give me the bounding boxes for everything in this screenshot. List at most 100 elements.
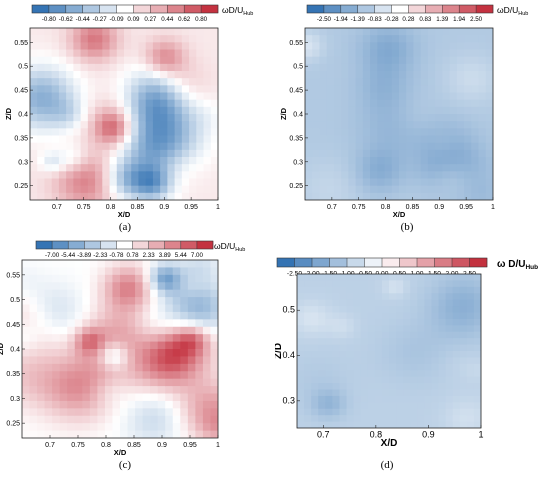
- heatmap-cell: [172, 297, 181, 306]
- heatmap-cell: [138, 114, 147, 122]
- heatmap-cell: [67, 289, 76, 298]
- heatmap-cell: [37, 28, 46, 36]
- heatmap-cell: [51, 142, 60, 151]
- heatmap-cell: [160, 164, 168, 172]
- heatmap-cell: [124, 192, 132, 200]
- heatmap-cell: [37, 393, 46, 402]
- heatmap-cell: [131, 128, 140, 137]
- heatmap-cell: [189, 106, 197, 115]
- heatmap-cell: [58, 56, 67, 65]
- heatmap-cell: [157, 304, 166, 313]
- heatmap-cell: [464, 157, 472, 165]
- heatmap-cell: [459, 389, 468, 397]
- heatmap-cell: [138, 78, 147, 86]
- heatmap-cell: [311, 344, 319, 352]
- heatmap-cell: [30, 149, 38, 158]
- heatmap-cell: [304, 306, 312, 314]
- heatmap-cell: [297, 408, 305, 416]
- heatmap-cell: [367, 395, 376, 403]
- heatmap-cell: [127, 334, 136, 343]
- y-tick-label: 0.25: [6, 421, 20, 428]
- heatmap-cell: [367, 325, 376, 333]
- heatmap-cell: [29, 371, 38, 380]
- heatmap-cell: [120, 378, 129, 387]
- heatmap-cell: [44, 135, 53, 144]
- heatmap-cell: [353, 331, 362, 339]
- heatmap-cell: [332, 312, 341, 320]
- heatmap-cell: [459, 299, 468, 307]
- heatmap-cell: [150, 415, 159, 424]
- heatmap-cell: [325, 344, 333, 352]
- heatmap-cell: [37, 378, 46, 387]
- x-tick-label: 0.9: [159, 204, 169, 211]
- heatmap-cell: [370, 106, 378, 115]
- heatmap-cell: [58, 192, 67, 200]
- heatmap-cell: [172, 326, 181, 335]
- heatmap-cell: [456, 142, 465, 151]
- heatmap-cell: [346, 274, 355, 282]
- heatmap-cell: [478, 106, 487, 115]
- heatmap-cell: [341, 142, 349, 151]
- heatmap-cell: [396, 325, 404, 333]
- heatmap-cell: [52, 378, 61, 387]
- heatmap-cell: [449, 157, 458, 165]
- heatmap-cell: [157, 408, 166, 417]
- colorbar-cell: [347, 258, 365, 267]
- heatmap-cell: [196, 164, 205, 172]
- heatmap-cell: [413, 114, 422, 122]
- heatmap-cell: [355, 49, 364, 58]
- heatmap-cell: [109, 85, 118, 94]
- heatmap-cell: [160, 128, 168, 137]
- heatmap-cell: [442, 171, 451, 180]
- heatmap-cell: [420, 85, 429, 94]
- heatmap-cell: [381, 318, 390, 326]
- heatmap-cell: [485, 35, 493, 43]
- heatmap-cell: [59, 371, 68, 380]
- heatmap-cell: [360, 370, 369, 378]
- heatmap-cell: [304, 299, 312, 307]
- heatmap-cell: [127, 430, 136, 438]
- heatmap-cell: [189, 157, 197, 165]
- heatmap-cell: [341, 178, 349, 187]
- heatmap-cell: [102, 28, 111, 36]
- heatmap-cell: [58, 99, 67, 108]
- heatmap-cell: [59, 423, 68, 432]
- heatmap-cell: [22, 297, 31, 306]
- heatmap-cell: [478, 128, 487, 137]
- heatmap-cell: [196, 85, 205, 94]
- heatmap-cell: [326, 128, 335, 137]
- heatmap-cell: [435, 42, 443, 51]
- heatmap-cell: [95, 149, 103, 158]
- heatmap-cell: [124, 149, 132, 158]
- heatmap-cell: [37, 400, 46, 409]
- heatmap-cell: [189, 135, 197, 144]
- heatmap-cell: [452, 376, 461, 384]
- heatmap-cell: [473, 338, 481, 346]
- heatmap-cell: [459, 331, 468, 339]
- heatmap-cell: [485, 49, 493, 58]
- heatmap-cell: [396, 383, 404, 391]
- heatmap-cell: [449, 171, 458, 180]
- heatmap-cell: [459, 286, 468, 294]
- heatmap-cell: [30, 63, 38, 72]
- heatmap-cell: [403, 363, 411, 371]
- heatmap-cell: [333, 157, 342, 165]
- heatmap-cell: [442, 192, 451, 200]
- heatmap-cell: [180, 393, 189, 402]
- heatmap-cell: [95, 142, 103, 151]
- heatmap-cell: [87, 128, 96, 137]
- heatmap-cell: [360, 389, 369, 397]
- heatmap-cell: [30, 114, 38, 122]
- heatmap-cell: [202, 311, 212, 320]
- heatmap-cell: [341, 135, 349, 144]
- heatmap-cell: [73, 63, 82, 72]
- x-axis-label: X/D: [114, 448, 127, 457]
- heatmap-cell: [66, 28, 74, 36]
- heatmap-cell: [445, 370, 454, 378]
- heatmap-cell: [67, 378, 76, 387]
- heatmap-cell: [180, 430, 189, 438]
- heatmap-cell: [396, 376, 404, 384]
- heatmap-cell: [67, 363, 76, 372]
- colorbar-cell: [408, 5, 426, 13]
- heatmap-cell: [341, 157, 349, 165]
